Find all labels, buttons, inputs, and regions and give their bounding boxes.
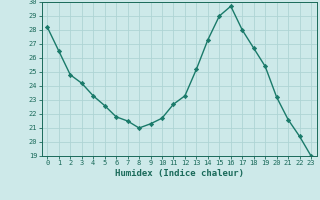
X-axis label: Humidex (Indice chaleur): Humidex (Indice chaleur) [115, 169, 244, 178]
